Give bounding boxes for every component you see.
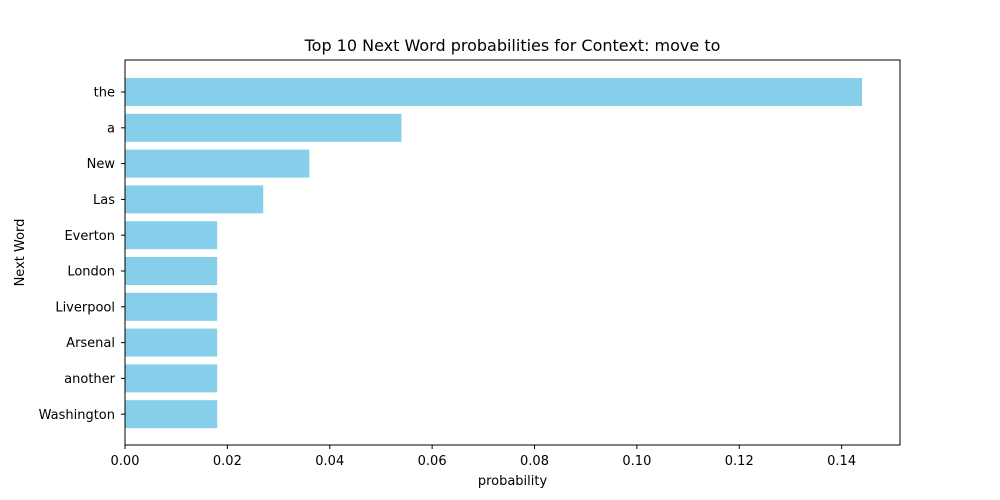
y-tick-label: the — [94, 86, 115, 101]
y-tick-label: New — [87, 157, 116, 172]
chart-title: Top 10 Next Word probabilities for Conte… — [304, 36, 721, 55]
bars-group — [125, 78, 863, 429]
y-tick-label: a — [107, 121, 115, 136]
bar-new — [125, 149, 310, 178]
y-tick-label: Arsenal — [66, 336, 115, 351]
bar-the — [125, 78, 863, 106]
y-tick-label: Everton — [64, 229, 115, 244]
x-tick-label: 0.04 — [315, 454, 344, 469]
plot-frame — [124, 59, 901, 446]
y-axis-label: Next Word — [13, 219, 28, 287]
bar-london — [125, 257, 218, 285]
bar-las — [125, 185, 264, 214]
bar-everton — [125, 221, 218, 250]
x-tick-label: 0.14 — [827, 454, 856, 469]
y-tick-label: Washington — [39, 408, 115, 423]
bar-another — [125, 364, 218, 393]
x-tick-label: 0.06 — [418, 454, 447, 469]
x-axis-label: probability — [478, 474, 548, 489]
x-tick-label: 0.12 — [725, 454, 754, 469]
y-axis: the a New Las Everton London Liverpool Arsenal a… — [39, 86, 125, 423]
x-tick-label: 0.00 — [111, 454, 140, 469]
x-tick-label: 0.10 — [622, 454, 651, 469]
x-axis: 0.00 0.02 0.04 0.06 0.08 0.10 0.12 0.14 — [111, 445, 856, 469]
y-tick-label: London — [67, 265, 115, 280]
y-tick-label: Las — [93, 193, 115, 208]
y-tick-label: another — [64, 372, 115, 387]
x-tick-label: 0.08 — [520, 454, 549, 469]
y-tick-label: Liverpool — [55, 300, 115, 315]
x-tick-label: 0.02 — [213, 454, 242, 469]
bar-washington — [125, 400, 218, 429]
bar-arsenal — [125, 328, 218, 357]
bar-liverpool — [125, 292, 218, 321]
bar-a — [125, 113, 402, 142]
